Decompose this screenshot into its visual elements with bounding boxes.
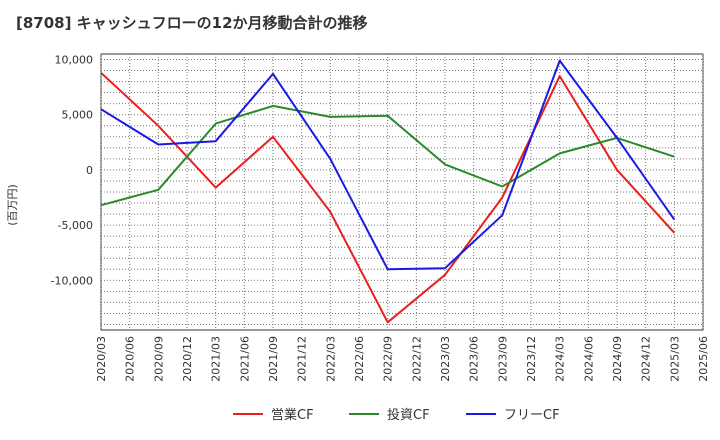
y-axis-label: (百万円) bbox=[6, 184, 19, 226]
x-tick-label: 2023/09 bbox=[496, 336, 509, 382]
x-tick-label: 2023/06 bbox=[468, 336, 481, 382]
legend-label-0: 営業CF bbox=[271, 407, 314, 423]
y-tick-label: 10,000 bbox=[55, 54, 94, 67]
y-tick-label: 5,000 bbox=[62, 109, 94, 122]
x-tick-label: 2022/09 bbox=[382, 336, 395, 382]
series-line-2 bbox=[100, 59, 676, 271]
x-tick-label: 2025/06 bbox=[697, 336, 710, 382]
x-tick-label: 2020/03 bbox=[95, 336, 108, 382]
series-line-0 bbox=[100, 72, 676, 324]
x-tick-label: 2024/09 bbox=[611, 336, 624, 382]
x-tick-label: 2023/03 bbox=[439, 336, 452, 382]
x-axis-ticks: 2020/03 2020/06 2020/09 2020/12 2021/03 2021/… bbox=[95, 336, 710, 382]
y-tick-label: -10,000 bbox=[51, 274, 93, 287]
x-tick-label: 2021/06 bbox=[238, 336, 251, 382]
grid bbox=[100, 53, 704, 331]
x-tick-label: 2020/06 bbox=[124, 336, 137, 382]
x-tick-label: 2022/12 bbox=[410, 336, 423, 382]
x-tick-label: 2024/12 bbox=[640, 336, 653, 382]
x-tick-label: 2021/03 bbox=[210, 336, 223, 382]
x-tick-label: 2025/03 bbox=[668, 336, 681, 382]
legend: 営業CF 投資CF フリーCF bbox=[233, 407, 560, 423]
legend-label-2: フリーCF bbox=[504, 408, 560, 423]
x-tick-label: 2020/09 bbox=[152, 336, 165, 382]
y-tick-label: 0 bbox=[86, 164, 93, 177]
series-line-1 bbox=[100, 104, 675, 207]
y-axis-ticks: 10,000 5,000 0 -5,000 -10,000 bbox=[51, 54, 93, 288]
chart-title: [8708] キャッシュフローの12か月移動合計の推移 bbox=[16, 14, 368, 32]
x-tick-label: 2022/03 bbox=[324, 336, 337, 382]
x-tick-label: 2021/09 bbox=[267, 336, 280, 382]
legend-label-1: 投資CF bbox=[387, 407, 430, 423]
x-tick-label: 2021/12 bbox=[296, 336, 309, 382]
series-lines bbox=[100, 59, 676, 324]
x-tick-label: 2024/03 bbox=[554, 336, 567, 382]
x-tick-label: 2024/06 bbox=[582, 336, 595, 382]
x-tick-label: 2020/12 bbox=[181, 336, 194, 382]
y-tick-label: -5,000 bbox=[58, 219, 93, 232]
x-tick-label: 2023/12 bbox=[525, 336, 538, 382]
x-tick-label: 2022/06 bbox=[353, 336, 366, 382]
